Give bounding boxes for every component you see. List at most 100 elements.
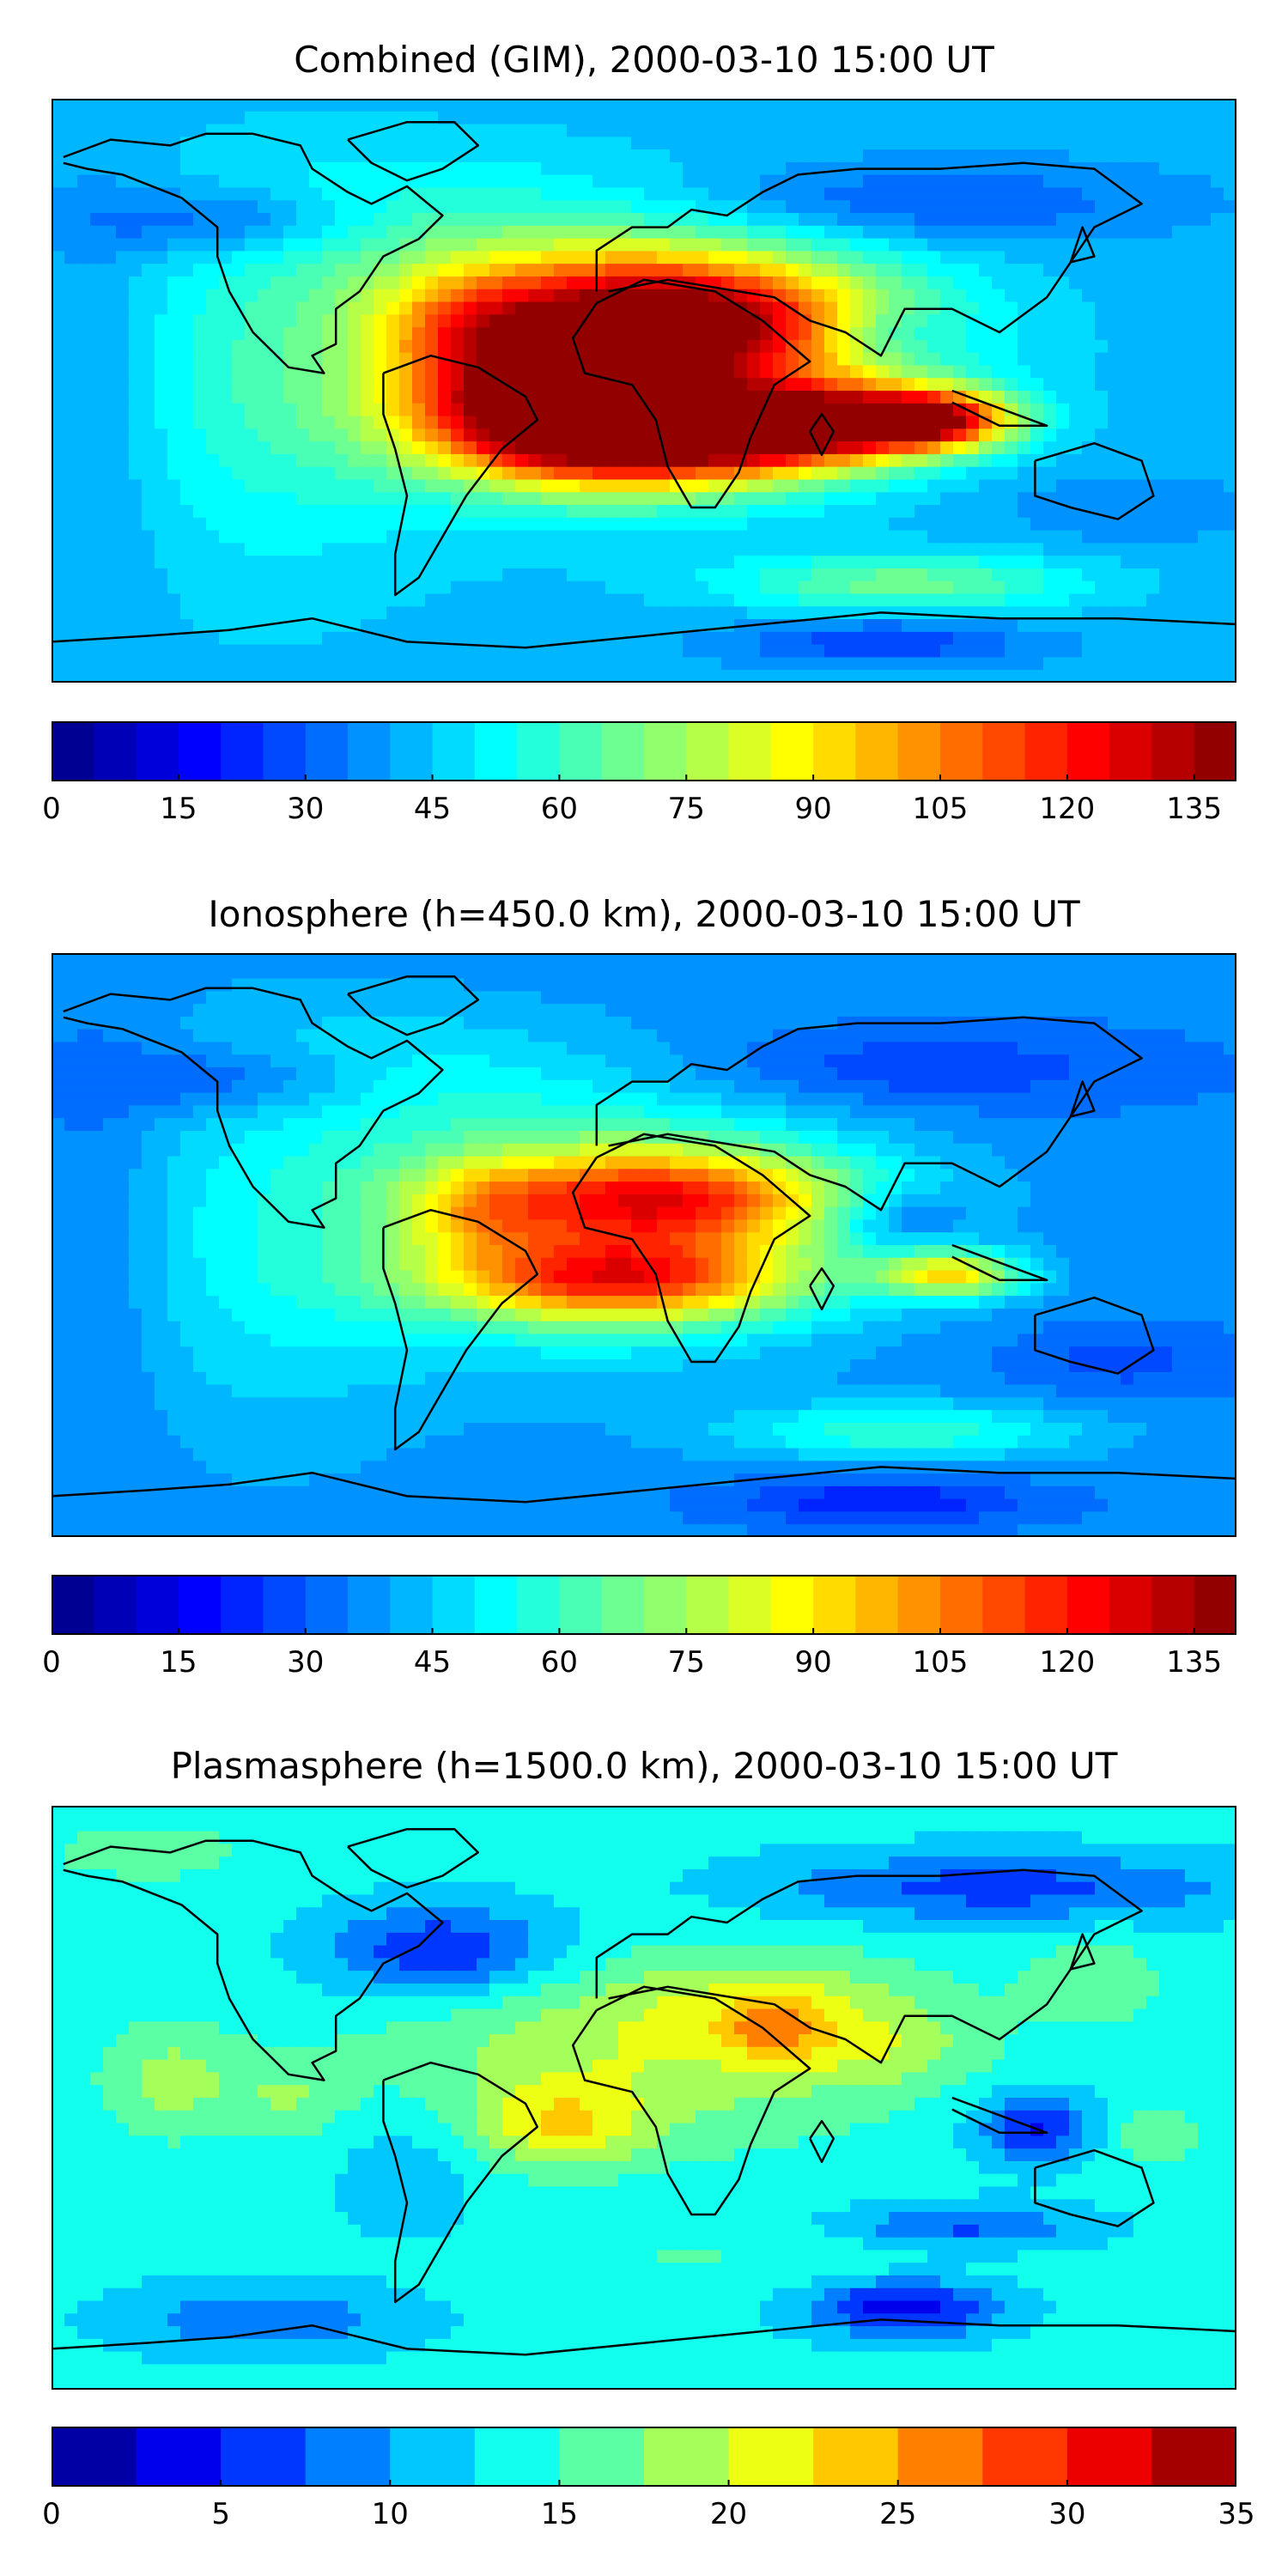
colorbar-segment	[1024, 1575, 1068, 1635]
colorbar-segment	[52, 721, 94, 781]
coastline	[382, 1208, 539, 1451]
colorbar-segment	[263, 1575, 307, 1635]
colorbar-segment	[686, 1575, 730, 1635]
colorbar-segment	[474, 721, 518, 781]
colorbar-tick-label: 35	[1218, 2497, 1255, 2531]
colorbar-tick-label: 15	[160, 792, 197, 826]
colorbar-tick-label: 0	[42, 1645, 61, 1680]
coastline	[571, 1133, 811, 1364]
colorbar-segment	[644, 1575, 687, 1635]
coastline	[63, 132, 444, 374]
coastline	[809, 412, 835, 457]
coastline	[52, 1466, 1236, 1504]
coastline	[347, 1827, 480, 1889]
colorbar-segment	[728, 1575, 772, 1635]
colorbar-tick-label: 120	[1039, 792, 1096, 826]
colorbar-segment	[390, 721, 434, 781]
coastline	[52, 2318, 1236, 2356]
coastline	[382, 2061, 539, 2304]
colorbar-segment	[390, 2427, 476, 2487]
coastlines	[52, 120, 1236, 649]
coastline	[809, 2119, 835, 2164]
colorbar-segment	[897, 2427, 983, 2487]
colorbar-tick-label: 15	[160, 1645, 197, 1680]
colorbar-tick-label: 105	[912, 792, 969, 826]
coastline	[382, 354, 539, 597]
colorbar-tick-label: 20	[709, 2497, 748, 2531]
colorbar-tick-label: 5	[211, 2497, 230, 2531]
coastline	[571, 1985, 811, 2216]
ionosphere-colorbar-ticklabels: 0 15 30 45 60 75 90 105 120 135	[42, 1645, 1236, 1680]
colorbar-segment	[432, 721, 476, 781]
colorbar-segment	[770, 1575, 814, 1635]
colorbar-segment	[559, 2427, 645, 2487]
colorbar-segment	[897, 721, 941, 781]
colorbar-segment	[178, 721, 222, 781]
contour-field	[52, 1806, 1236, 2390]
colorbar-tick-label: 30	[287, 792, 325, 826]
colorbar-segment	[1109, 721, 1153, 781]
colorbar-segment	[305, 721, 349, 781]
coastline	[595, 161, 1143, 357]
colorbar-tick-label: 0	[42, 2497, 61, 2531]
panel-3-title: Plasmasphere (h=1500.0 km), 2000-03-10 1…	[170, 1745, 1118, 1787]
colorbar-tick-label: 45	[413, 1645, 452, 1680]
colorbar-segment	[644, 2427, 730, 2487]
colorbar-segment	[221, 721, 264, 781]
colorbar-segment	[221, 2427, 307, 2487]
colorbar-segment	[136, 721, 179, 781]
coastlines	[52, 975, 1236, 1504]
colorbar-segment	[348, 1575, 391, 1635]
colorbar-tick-label: 0	[42, 792, 61, 826]
colorbar-segment	[390, 1575, 434, 1635]
coastline	[1034, 2148, 1155, 2227]
colorbar-segment	[305, 1575, 349, 1635]
colorbar-segment	[982, 2427, 1068, 2487]
map-frame	[52, 953, 1236, 1537]
colorbar-segment	[940, 1575, 983, 1635]
colorbar-segment	[559, 1575, 603, 1635]
colorbar-segment	[52, 1575, 94, 1635]
coastline	[63, 987, 444, 1229]
coastline	[951, 389, 1048, 428]
ionosphere-colorbar	[52, 1575, 1236, 1635]
colorbar-segment	[1194, 721, 1236, 781]
colorbar-segment	[221, 1575, 264, 1635]
panel-1-title: Combined (GIM), 2000-03-10 15:00 UT	[294, 39, 994, 81]
colorbar-segment	[517, 721, 561, 781]
plasmasphere-map	[52, 1806, 1236, 2390]
colorbar-frame	[52, 721, 1236, 781]
colorbar-segment	[1066, 721, 1110, 781]
colorbar-segment	[348, 721, 391, 781]
map-frame	[52, 1806, 1236, 2390]
colorbar-segment	[1151, 1575, 1195, 1635]
coastline	[1034, 1296, 1155, 1375]
colorbar-tick-label: 30	[287, 1645, 325, 1680]
colorbar-segment	[1194, 1575, 1236, 1635]
colorbar-tick-label: 90	[794, 792, 832, 826]
colorbar-segment	[305, 2427, 391, 2487]
colorbar-segment	[897, 1575, 941, 1635]
colorbar-segment	[136, 2427, 222, 2487]
coastline	[951, 2096, 1048, 2135]
colorbar-segment	[1109, 1575, 1153, 1635]
colorbar-segment	[813, 721, 857, 781]
colorbar-tick-label: 45	[413, 792, 452, 826]
colorbar-segment	[432, 1575, 476, 1635]
colorbar-tick-label: 90	[794, 1645, 832, 1680]
colorbar-segment	[178, 1575, 222, 1635]
colorbar-frame	[52, 2427, 1236, 2487]
plasmasphere-colorbar-ticklabels: 0 5 10 15 20 25 30 35	[42, 2497, 1255, 2531]
colorbar-segment	[940, 721, 983, 781]
panel-2-title: Ionosphere (h=450.0 km), 2000-03-10 15:0…	[208, 893, 1080, 935]
colorbar-tick-label: 105	[912, 1645, 969, 1680]
colorbar-segment	[982, 1575, 1026, 1635]
colorbar-segment	[559, 721, 603, 781]
coastlines	[52, 1827, 1236, 2356]
ionosphere-map	[52, 953, 1236, 1537]
map-frame	[52, 99, 1236, 683]
colorbar-segment	[52, 2427, 137, 2487]
coastline	[1034, 441, 1155, 520]
colorbar-frame	[52, 1575, 1236, 1635]
coastline	[63, 1839, 444, 2081]
